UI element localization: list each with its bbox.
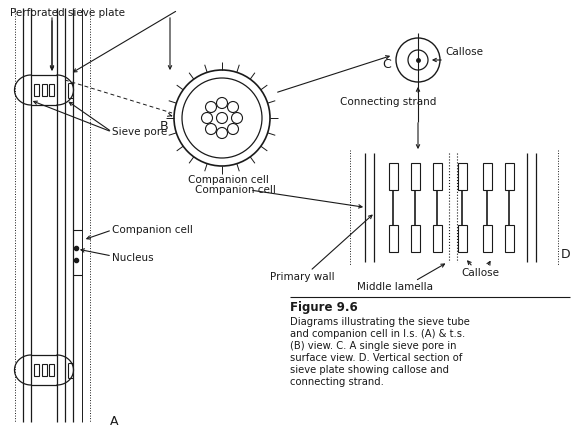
Bar [49, 364, 54, 376]
Bar [42, 364, 47, 376]
Bar [433, 163, 441, 190]
Bar [42, 85, 47, 96]
Circle shape [231, 112, 242, 124]
Text: Diagrams illustrating the sieve tube: Diagrams illustrating the sieve tube [290, 317, 470, 327]
Bar [49, 85, 54, 96]
Bar [458, 163, 466, 190]
Text: Figure 9.6: Figure 9.6 [290, 301, 358, 314]
Text: D: D [561, 248, 571, 262]
Text: Middle lamella: Middle lamella [357, 282, 433, 292]
Text: and companion cell in l.s. (A) & t.s.: and companion cell in l.s. (A) & t.s. [290, 329, 465, 339]
Text: sieve plate showing callose and: sieve plate showing callose and [290, 365, 449, 375]
Bar [482, 225, 492, 252]
Text: C: C [382, 58, 391, 72]
Circle shape [216, 97, 227, 109]
Bar [388, 225, 398, 252]
Bar [33, 85, 39, 96]
Bar [33, 364, 39, 376]
Bar [482, 163, 492, 190]
Circle shape [205, 124, 216, 135]
Text: B: B [160, 120, 168, 133]
Circle shape [205, 102, 216, 112]
Circle shape [396, 38, 440, 82]
Text: connecting strand.: connecting strand. [290, 377, 384, 387]
Circle shape [201, 112, 212, 124]
Bar [458, 225, 466, 252]
Bar [504, 225, 514, 252]
Bar [433, 225, 441, 252]
Text: surface view. D. Vertical section of: surface view. D. Vertical section of [290, 353, 462, 363]
Circle shape [216, 127, 227, 139]
Text: Companion cell: Companion cell [195, 185, 276, 195]
Text: Perforated sieve plate: Perforated sieve plate [10, 8, 125, 18]
Circle shape [227, 124, 238, 135]
Bar [410, 225, 419, 252]
Circle shape [227, 102, 238, 112]
Text: Nucleus: Nucleus [112, 253, 153, 263]
Bar [388, 163, 398, 190]
Text: (B) view. C. A single sieve pore in: (B) view. C. A single sieve pore in [290, 341, 456, 351]
Text: Primary wall: Primary wall [270, 272, 335, 282]
Text: Companion cell: Companion cell [112, 225, 193, 235]
Bar [410, 163, 419, 190]
Text: Connecting strand: Connecting strand [340, 97, 436, 107]
Circle shape [408, 50, 428, 70]
Circle shape [174, 70, 270, 166]
Circle shape [182, 78, 262, 158]
Text: Sieve pore: Sieve pore [112, 127, 167, 137]
Circle shape [216, 112, 227, 124]
Text: A: A [110, 415, 118, 428]
Text: Callose: Callose [445, 47, 483, 57]
Text: Companion cell: Companion cell [188, 175, 269, 185]
Text: Callose: Callose [461, 268, 499, 278]
Bar [504, 163, 514, 190]
